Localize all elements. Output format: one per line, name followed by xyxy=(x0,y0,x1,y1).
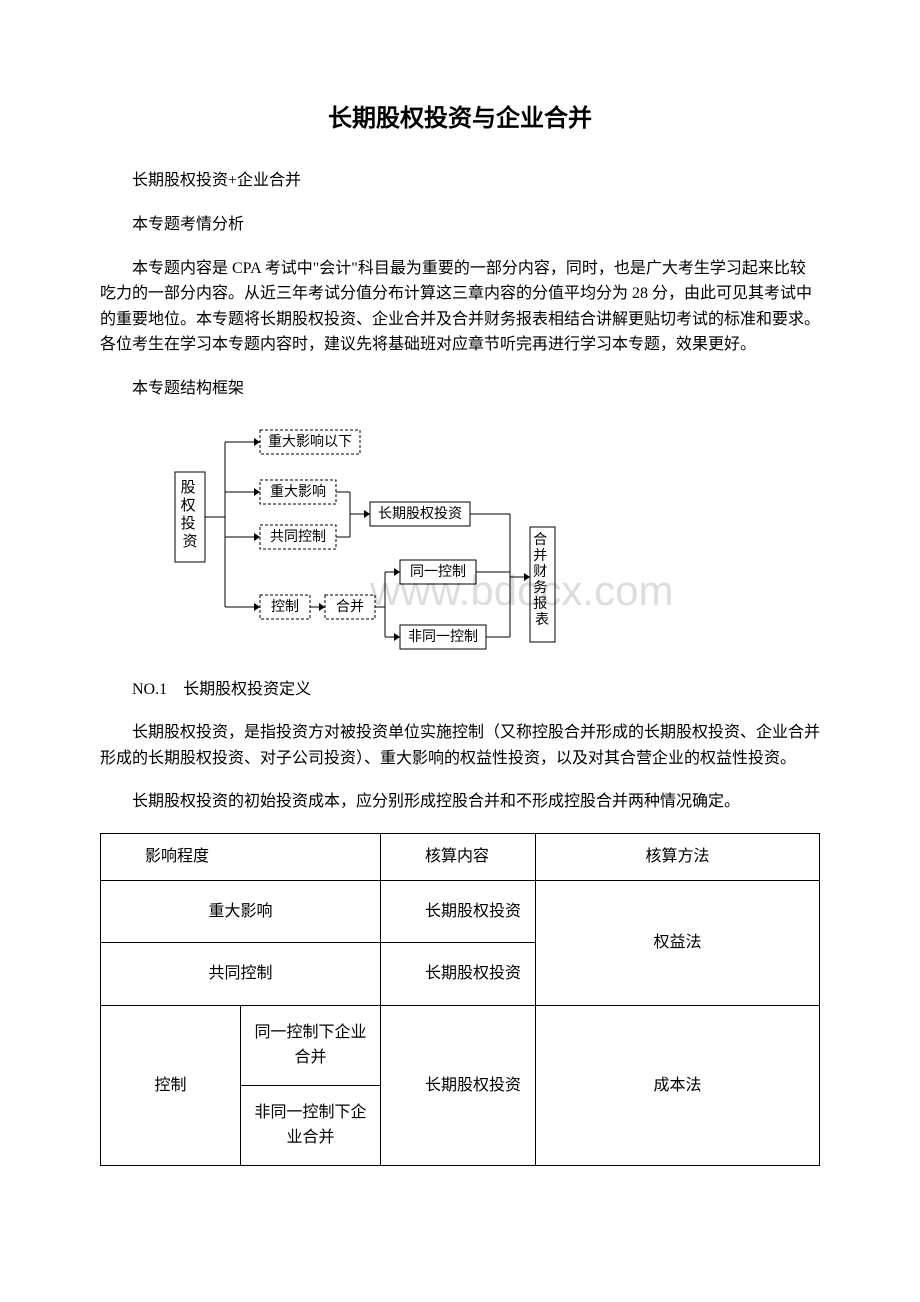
paragraph-5: NO.1 长期股权投资定义 xyxy=(100,677,820,703)
cell-r1c2: 长期股权投资 xyxy=(381,880,536,943)
cell-r2c1: 共同控制 xyxy=(101,943,381,1006)
diagram-node-5: 长期股权投资 xyxy=(378,506,462,522)
cell-r3c1a: 同一控制下企业合并 xyxy=(241,1005,381,1085)
cell-r2c2: 长期股权投资 xyxy=(381,943,536,1006)
diagram-node-9: 合 并 财 务 报 表 xyxy=(533,532,551,628)
table-header-row: 影响程度 核算内容 核算方法 xyxy=(101,833,820,880)
cell-r3c1: 控制 xyxy=(101,1005,241,1165)
diagram-node-3: 共同控制 xyxy=(270,529,326,545)
diagram-node-8: 非同一控制 xyxy=(408,629,478,645)
table-header-2: 核算内容 xyxy=(381,833,536,880)
cell-r3c1b: 非同一控制下企业合并 xyxy=(241,1085,381,1165)
table-header-3: 核算方法 xyxy=(536,833,820,880)
paragraph-2: 本专题考情分析 xyxy=(100,212,820,238)
paragraph-6: 长期股权投资，是指投资方对被投资单位实施控制（又称控股合并形成的长期股权投资、企… xyxy=(100,720,820,771)
paragraph-3: 本专题内容是 CPA 考试中"会计"科目最为重要的一部分内容，同时，也是广大考生… xyxy=(100,256,820,358)
cell-r3c2: 长期股权投资 xyxy=(381,1005,536,1165)
paragraph-1: 长期股权投资+企业合并 xyxy=(100,168,820,194)
structure-diagram: www.bdocx.com 股 权 投 资 重大影响以下 重大影响 共同控制 xyxy=(170,422,820,652)
diagram-node-4: 控制 xyxy=(271,599,299,615)
cell-r1c3: 权益法 xyxy=(536,880,820,1005)
cell-r1c1: 重大影响 xyxy=(101,880,381,943)
cell-r3c3: 成本法 xyxy=(536,1005,820,1165)
paragraph-7: 长期股权投资的初始投资成本，应分别形成控股合并和不形成控股合并两种情况确定。 xyxy=(100,789,820,815)
table-row: 控制 同一控制下企业合并 长期股权投资 成本法 xyxy=(101,1005,820,1085)
table-header-1: 影响程度 xyxy=(101,833,381,880)
page-title: 长期股权投资与企业合并 xyxy=(100,100,820,138)
diagram-node-1: 重大影响以下 xyxy=(268,434,352,450)
diagram-node-2: 重大影响 xyxy=(270,484,326,500)
accounting-table: 影响程度 核算内容 核算方法 重大影响 长期股权投资 权益法 共同控制 长期股权… xyxy=(100,833,820,1166)
diagram-node-7: 同一控制 xyxy=(410,564,466,580)
diagram-node-root: 股 权 投 资 xyxy=(181,479,200,550)
table-row: 重大影响 长期股权投资 权益法 xyxy=(101,880,820,943)
diagram-node-6: 合并 xyxy=(336,599,364,615)
paragraph-4: 本专题结构框架 xyxy=(100,376,820,402)
diagram-svg: 股 权 投 资 重大影响以下 重大影响 共同控制 长期股权投资 xyxy=(170,422,690,652)
